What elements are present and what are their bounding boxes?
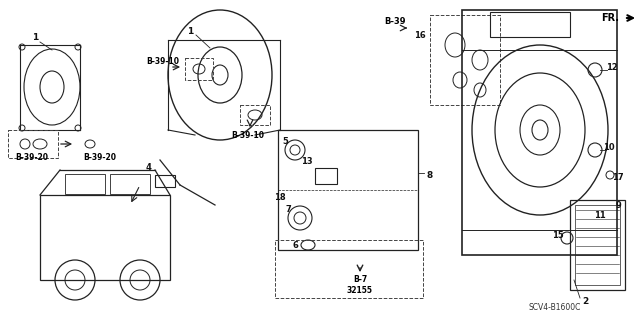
Bar <box>155 175 175 187</box>
Text: 10: 10 <box>603 144 615 152</box>
Text: B-7
32155: B-7 32155 <box>347 275 373 295</box>
Text: 13: 13 <box>301 158 313 167</box>
Text: 16: 16 <box>414 31 426 40</box>
Text: 7: 7 <box>285 205 291 214</box>
Text: 9: 9 <box>615 201 621 210</box>
Bar <box>8 130 58 158</box>
Text: 1: 1 <box>32 33 38 42</box>
Bar <box>110 174 150 194</box>
Bar <box>240 105 270 125</box>
Bar <box>315 168 337 184</box>
Text: FR.: FR. <box>601 13 619 23</box>
Bar <box>430 15 500 105</box>
Bar <box>275 240 423 298</box>
Text: B-39-20: B-39-20 <box>15 152 49 161</box>
Text: 12: 12 <box>606 63 618 72</box>
Bar <box>65 174 105 194</box>
Text: B-39-10: B-39-10 <box>147 57 179 66</box>
Text: 17: 17 <box>612 174 624 182</box>
Bar <box>40 195 170 280</box>
Bar <box>575 205 620 285</box>
Bar <box>570 200 625 290</box>
Text: 5: 5 <box>282 137 288 146</box>
Text: 2: 2 <box>582 298 588 307</box>
Bar <box>185 58 213 80</box>
Text: 4: 4 <box>145 164 151 173</box>
Bar <box>462 10 617 255</box>
Text: 15: 15 <box>552 231 564 240</box>
Text: B-39: B-39 <box>384 18 406 26</box>
Bar <box>278 130 418 250</box>
Bar <box>490 12 570 37</box>
Text: 18: 18 <box>274 194 286 203</box>
Text: SCV4-B1600C: SCV4-B1600C <box>529 302 581 311</box>
Text: 11: 11 <box>594 211 606 219</box>
Text: 8: 8 <box>427 170 433 180</box>
Text: 6: 6 <box>292 241 298 249</box>
Text: B-39-10: B-39-10 <box>232 130 264 139</box>
Text: 1: 1 <box>187 27 193 36</box>
Text: B-39-20: B-39-20 <box>83 152 116 161</box>
